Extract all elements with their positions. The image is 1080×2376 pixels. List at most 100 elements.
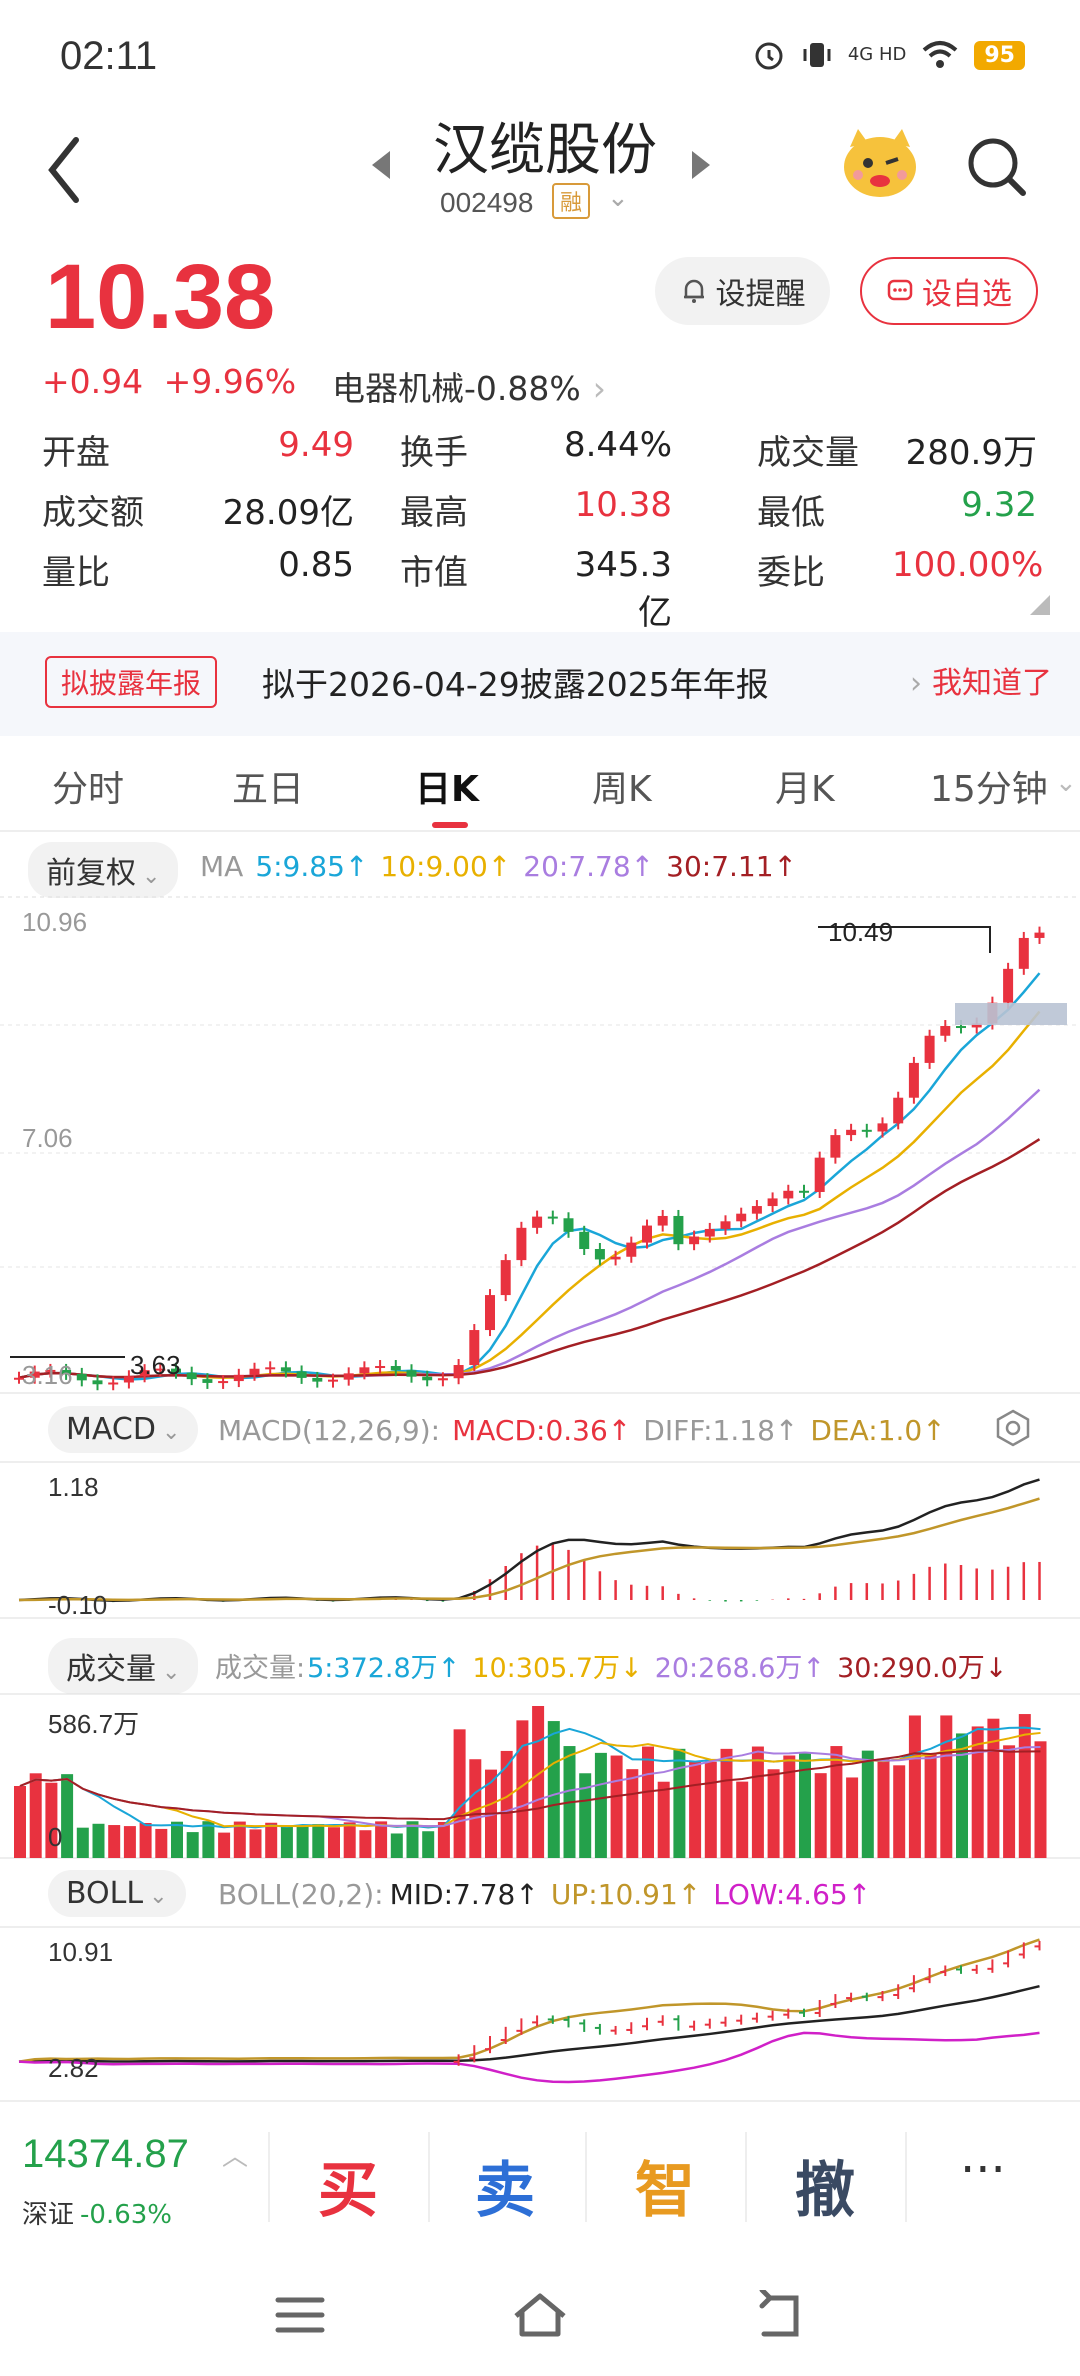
settings-icon[interactable] <box>993 1408 1033 1448</box>
chevron-down-icon[interactable]: ⌄ <box>1055 768 1077 798</box>
divider <box>428 2132 430 2222</box>
volume-bar <box>516 1720 529 1858</box>
volume-bar <box>657 1781 670 1858</box>
tab-five-day[interactable]: 五日 <box>232 769 305 810</box>
notice-text: 拟于2026-04-29披露2025年年报 <box>262 665 769 704</box>
stat-value: 0.85 <box>278 545 354 585</box>
stat-value: 280.9万 <box>905 433 1037 473</box>
search-icon[interactable] <box>965 135 1029 199</box>
index-value[interactable]: 14374.87 <box>22 2132 189 2176</box>
candle-body <box>123 1376 134 1383</box>
ma-line <box>18 1010 1041 1380</box>
home-icon[interactable] <box>510 2290 570 2340</box>
candle-body <box>814 1157 825 1192</box>
macd-legend: MACD(12,26,9): MACD:0.36↑ DIFF:1.18↑ DEA:1.… <box>218 1414 958 1447</box>
kline-chart[interactable]: 10.96 7.06 3.16 3.63 10.49 <box>0 895 1080 1395</box>
volume-bar <box>249 1829 262 1858</box>
quote-stats: 开盘 9.49 换手 8.44% 成交量 280.9万 成交额 28.09亿 最… <box>42 425 1043 633</box>
stock-name: 汉缆股份 <box>433 118 657 183</box>
divider <box>745 2132 747 2222</box>
volume-chart[interactable]: 586.7万 0 <box>0 1692 1080 1860</box>
y-axis-top: 10.96 <box>22 907 88 937</box>
volume-bar <box>233 1821 246 1858</box>
add-favorite-button[interactable]: 设自选 <box>860 257 1038 325</box>
boll-chart[interactable]: 10.91 2.82 <box>0 1925 1080 2095</box>
volume-ma-line <box>19 1749 1041 1821</box>
candle-body <box>846 1129 857 1136</box>
candle-body <box>736 1213 747 1222</box>
candle-body <box>720 1221 731 1229</box>
menu-icon[interactable] <box>270 2290 330 2340</box>
low-price-marker: 3.63 <box>130 1350 181 1380</box>
adjust-selector[interactable]: 前复权 ⌄ <box>28 842 179 898</box>
macd-label: MACD <box>66 1412 156 1447</box>
smart-button[interactable]: 智 <box>635 2156 695 2226</box>
period-tabs: 分时 五日 日K 周K 月K 15分钟 ⌄ <box>0 750 1080 830</box>
volume-bar <box>720 1748 733 1858</box>
expand-corner-icon[interactable] <box>1030 595 1050 615</box>
volume-bar <box>908 1715 921 1858</box>
candle-body <box>516 1227 527 1261</box>
high-price-marker: 10.49 <box>828 917 894 947</box>
stat-label: 量比 <box>42 553 110 593</box>
candle-body <box>249 1368 260 1375</box>
candle-body <box>312 1377 323 1382</box>
boll-y-top: 10.91 <box>48 1937 114 1967</box>
sell-button[interactable]: 卖 <box>475 2156 535 2226</box>
boll-selector[interactable]: BOLL ⌄ <box>48 1870 186 1917</box>
buy-button[interactable]: 买 <box>318 2156 378 2226</box>
candle-body <box>218 1381 229 1384</box>
chevron-down-icon[interactable]: ⌄ <box>607 183 629 213</box>
boll-legend: BOLL(20,2): MID:7.78↑ UP:10.91↑ LOW:4.65↑ <box>218 1878 883 1911</box>
macd-selector[interactable]: MACD ⌄ <box>48 1406 199 1453</box>
dismiss-notice-button[interactable]: › 我知道了 <box>910 658 1052 702</box>
index-percent: -0.63% <box>80 2200 172 2230</box>
tab-intraday[interactable]: 分时 <box>52 769 125 810</box>
next-stock-icon[interactable] <box>680 145 720 185</box>
chevron-up-icon[interactable]: ︿ <box>222 2142 249 2172</box>
price-change: +0.94 +9.96% <box>42 362 296 401</box>
sector-link[interactable]: 电器机械-0.88% › <box>332 362 606 410</box>
candle-body <box>108 1382 119 1385</box>
stat-label: 换手 <box>400 433 468 473</box>
candle-body <box>233 1374 244 1382</box>
candle-body <box>1034 932 1045 938</box>
index-info: 深证 -0.63% <box>22 2194 172 2231</box>
boll-up: UP:10.91↑ <box>550 1878 702 1911</box>
vol-ma30: 30:290.0万↓ <box>837 1653 1008 1684</box>
volume-bar <box>92 1823 105 1858</box>
volume-selector[interactable]: 成交量 ⌄ <box>48 1638 199 1694</box>
candle-body <box>328 1379 338 1382</box>
more-button[interactable]: ··· <box>960 2142 1006 2198</box>
volume-bar <box>14 1786 26 1858</box>
tab-monthly-k[interactable]: 月K <box>775 769 835 810</box>
stat-label: 成交量 <box>757 433 859 473</box>
candle-body <box>92 1380 103 1385</box>
set-alert-button[interactable]: 设提醒 <box>655 257 830 325</box>
volume-bar <box>704 1761 717 1858</box>
back-icon[interactable] <box>750 2290 810 2340</box>
volume-bar <box>500 1750 513 1858</box>
tab-weekly-k[interactable]: 周K <box>592 769 652 810</box>
tab-15min[interactable]: 15分钟 <box>930 769 1048 810</box>
volume-bar <box>814 1773 827 1858</box>
mascot-icon[interactable] <box>840 125 920 201</box>
volume-bar <box>1018 1714 1031 1858</box>
candle-body <box>861 1129 872 1132</box>
volume-bar <box>29 1773 42 1858</box>
macd-chart[interactable]: 1.18 -0.10 <box>0 1460 1080 1620</box>
volume-bar <box>45 1782 58 1858</box>
boll-mid-line <box>18 1984 1040 2063</box>
diff-value: DIFF:1.18↑ <box>643 1414 799 1447</box>
stock-header: 汉缆股份 002498 融 ⌄ <box>0 105 1080 245</box>
stats-row: 量比 0.85 市值 345.3亿 委比 100.00% <box>42 545 1043 633</box>
volume-bar <box>186 1832 199 1858</box>
cancel-order-button[interactable]: 撤 <box>795 2156 855 2226</box>
alarm-icon <box>755 42 783 70</box>
volume-bar <box>123 1826 136 1858</box>
previous-stock-icon[interactable] <box>362 145 402 185</box>
back-arrow-icon[interactable] <box>40 130 90 210</box>
stat-label: 委比 <box>757 553 825 593</box>
tab-daily-k[interactable]: 日K <box>415 769 479 810</box>
stat-label: 市值 <box>400 553 468 593</box>
